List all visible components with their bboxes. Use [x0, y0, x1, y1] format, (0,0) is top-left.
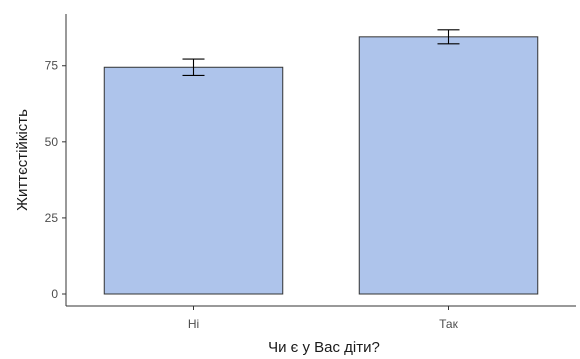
bar-0 — [103, 66, 284, 295]
y-axis-title: Життєстійкість — [14, 109, 31, 211]
bars-group — [103, 36, 539, 295]
error-bar-1 — [437, 29, 460, 45]
x-tick-label-0: Ні — [188, 317, 199, 331]
error-bar-0 — [182, 58, 205, 77]
error-bars-group — [182, 29, 460, 77]
y-tick-label-1: 25 — [45, 211, 59, 225]
y-tick-label-0: 0 — [51, 287, 58, 301]
x-axis: Ні Так — [66, 305, 576, 331]
x-axis-title: Чи є у Вас діти? — [268, 339, 380, 356]
bar-1 — [358, 36, 539, 295]
y-tick-label-3: 75 — [45, 59, 59, 73]
y-axis: 0 25 50 75 — [45, 14, 67, 306]
y-tick-label-2: 50 — [45, 135, 59, 149]
x-tick-label-1: Так — [439, 317, 458, 331]
